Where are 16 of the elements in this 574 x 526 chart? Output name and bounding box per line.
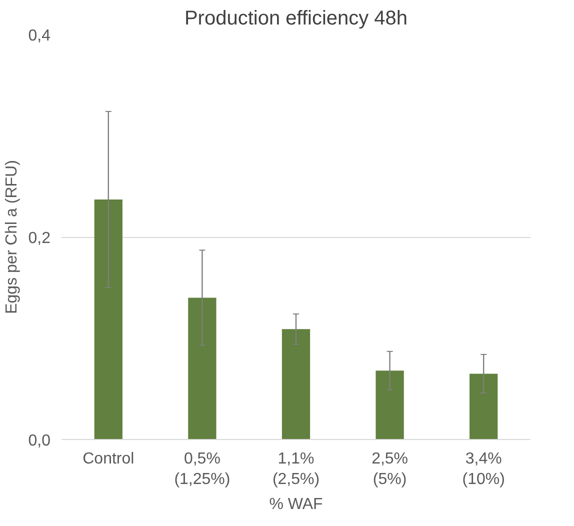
x-tick-label: Control [82,450,134,468]
y-tick-label: 0,2 [28,230,51,247]
y-tick-label: 0,0 [28,432,51,450]
bar [188,298,216,440]
x-tick-label: 2,5% (5%) [372,450,408,488]
bar [282,329,310,440]
bar [94,200,122,440]
bar [470,374,498,440]
x-tick-label: 0,5% (1,25%) [174,450,230,488]
x-tick-label: 3,4% (10%) [462,450,505,488]
chart-title: Production efficiency 48h [184,8,408,30]
x-axis-title: % WAF [269,496,324,513]
y-axis-title: Eggs per Chl a (RFU) [3,160,20,314]
bar [376,370,404,440]
x-tick-label: 1,1% (2,5%) [272,450,320,488]
y-tick-label: 0,4 [28,28,51,44]
